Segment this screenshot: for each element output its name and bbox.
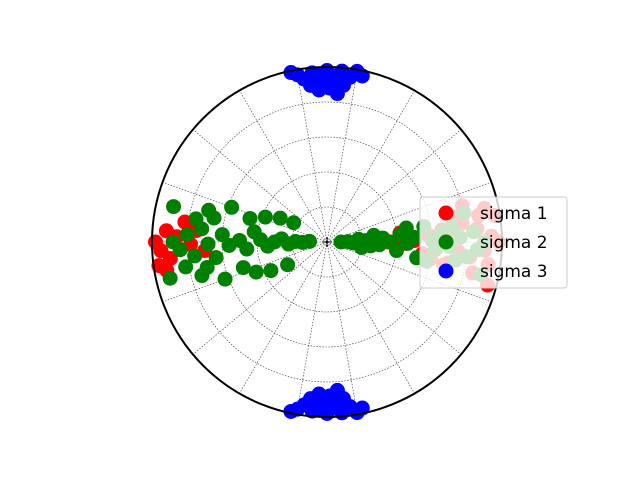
point-sigma-2: [272, 210, 288, 226]
point-sigma-2: [179, 227, 195, 243]
point-sigma-2: [280, 257, 296, 273]
grid-spoke: [296, 69, 328, 243]
point-sigma-3: [283, 65, 299, 81]
grid-spoke: [296, 241, 328, 415]
point-sigma-2: [188, 211, 204, 227]
point-sigma-2: [239, 241, 255, 257]
point-sigma-2: [201, 202, 217, 218]
grid-spoke: [326, 129, 462, 243]
grid-spoke: [239, 90, 328, 243]
legend: sigma 1 sigma 2 sigma 3: [419, 196, 568, 289]
point-sigma-2: [178, 259, 194, 275]
point-sigma-2: [214, 227, 230, 243]
point-sigma-2: [286, 215, 302, 231]
point-sigma-2: [162, 270, 178, 286]
point-sigma-2: [302, 233, 318, 249]
point-sigma-2: [398, 220, 414, 236]
grid-spoke: [239, 241, 328, 394]
grid-spoke: [326, 90, 415, 243]
point-sigma-2: [194, 268, 210, 284]
point-sigma-3: [319, 392, 335, 407]
point-sigma-3: [329, 382, 345, 398]
grid-spoke: [326, 181, 492, 243]
legend-label-sigma-1: sigma 1: [480, 204, 548, 224]
point-sigma-1: [162, 250, 178, 266]
point-sigma-2: [248, 264, 264, 280]
point-sigma-2: [263, 263, 279, 279]
center-cross: [322, 237, 332, 247]
legend-marker-sigma-1: [438, 205, 454, 221]
point-sigma-2: [235, 260, 251, 276]
point-sigma-2: [242, 210, 258, 226]
grid-spoke: [326, 69, 358, 243]
grid-spoke: [326, 241, 462, 355]
legend-frame: [419, 196, 568, 289]
legend-marker-sigma-3: [438, 263, 454, 279]
point-sigma-3: [329, 86, 345, 102]
point-sigma-2: [217, 271, 233, 287]
point-sigma-2: [257, 209, 273, 225]
grid-spoke: [192, 129, 328, 243]
point-sigma-2: [224, 199, 240, 215]
point-sigma-3: [283, 403, 299, 419]
legend-label-sigma-2: sigma 2: [480, 233, 548, 253]
point-sigma-2: [172, 242, 188, 258]
grid-spoke: [326, 241, 415, 394]
point-sigma-2: [200, 236, 216, 252]
grid-spoke: [162, 181, 328, 243]
grid-spoke: [326, 241, 358, 415]
point-sigma-3: [311, 82, 327, 98]
point-sigma-2: [208, 250, 224, 266]
point-sigma-2: [187, 248, 203, 264]
grid-spoke: [326, 241, 492, 303]
legend-label-sigma-3: sigma 3: [480, 262, 548, 282]
point-sigma-2: [166, 199, 182, 215]
grid-spoke: [192, 241, 328, 355]
point-sigma-2: [333, 234, 349, 250]
legend-marker-sigma-2: [438, 234, 454, 250]
